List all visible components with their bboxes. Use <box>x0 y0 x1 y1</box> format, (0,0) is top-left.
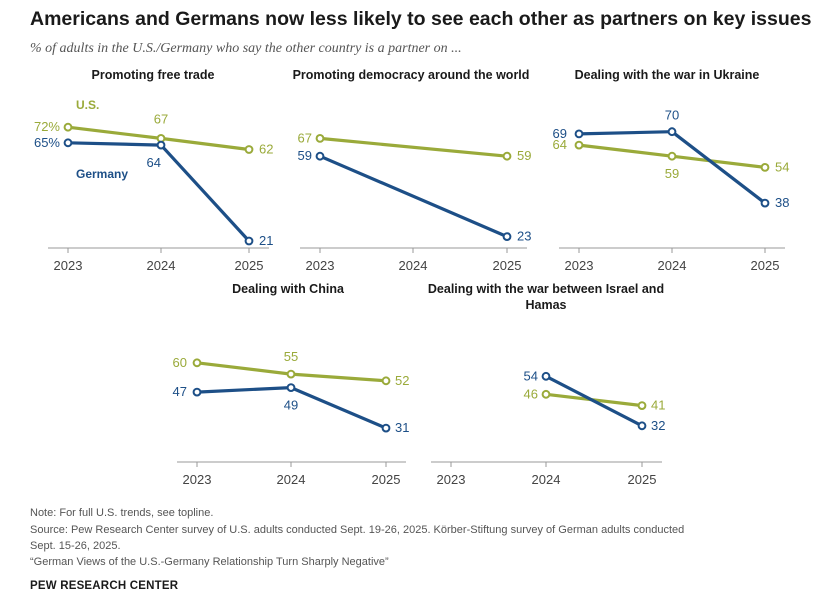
panel-2-tick-label-2025: 2025 <box>493 258 522 273</box>
panel-5-germany-label-2025: 32 <box>651 418 665 433</box>
panel-5-us-point-2025 <box>637 401 647 411</box>
panel-4-us-label-2025: 52 <box>395 373 409 388</box>
panel-3-germany-point-2024 <box>667 127 677 137</box>
panel-2-tick-label-2023: 2023 <box>306 258 335 273</box>
panel-5-us-label-2025: 41 <box>651 398 665 413</box>
panel-3-tick-label-2023: 2023 <box>565 258 594 273</box>
panel-1-germany-point-2023 <box>63 138 73 148</box>
panel-4-germany-point-2024 <box>286 383 296 393</box>
panel-3-us-point-2024 <box>667 151 677 161</box>
panel-1-tick-label-2023: 2023 <box>54 258 83 273</box>
panel-5-germany-label-2024: 54 <box>524 368 538 383</box>
panel-4-title: Dealing with China <box>232 282 345 296</box>
footer-source-line-2: Sept. 15-26, 2025. <box>30 540 121 552</box>
panel-1-germany-point-2024 <box>156 140 166 150</box>
panel-1-title: Promoting free trade <box>92 68 215 82</box>
panel-3-us-label-2025: 54 <box>775 159 789 174</box>
panel-1-us-label-2023: 72% <box>34 119 60 134</box>
panel-3-germany-point-2025 <box>760 198 770 208</box>
panel-3-us-point-2025 <box>760 163 770 172</box>
panel-5-us-label-2024: 46 <box>524 386 538 401</box>
panel-4-germany-label-2024: 49 <box>284 398 298 413</box>
panel-4-germany-label-2025: 31 <box>395 420 409 435</box>
panel-3-tick-label-2025: 2025 <box>751 258 780 273</box>
panel-4-germany-point-2025 <box>381 423 391 433</box>
panel-3-us-label-2024: 59 <box>665 166 679 181</box>
panel-3-tick-label-2024: 2024 <box>658 258 687 273</box>
panel-5-title-line-1: Dealing with the war between Israel and <box>428 282 664 296</box>
footer-note: Note: For full U.S. trends, see topline. <box>30 507 214 519</box>
panel-5-us-point-2024 <box>541 389 551 399</box>
footer-source-line-1: Source: Pew Research Center survey of U.… <box>30 524 685 536</box>
panel-4-us-point-2025 <box>381 376 391 386</box>
panel-1-germany-point-2025 <box>244 236 254 246</box>
panel-2-germany-point-2025 <box>502 232 512 242</box>
legend-germany-label: Germany <box>76 167 128 181</box>
panel-4-us-point-2024 <box>286 369 296 379</box>
panel-5-tick-label-2023: 2023 <box>437 472 466 487</box>
chart-subtitle: % of adults in the U.S./Germany who say … <box>30 41 462 56</box>
panel-5-germany-point-2024 <box>541 371 551 381</box>
panel-3-germany-label-2024: 70 <box>665 108 679 123</box>
panel-4-us-label-2024: 55 <box>284 349 298 364</box>
panel-1-us-label-2024: 67 <box>154 111 168 126</box>
panel-1-tick-label-2025: 2025 <box>235 258 264 273</box>
panel-5-germany-point-2025 <box>637 421 647 431</box>
panel-1-us-point-2025 <box>244 145 254 154</box>
panel-5-title-line-2: Hamas <box>526 298 567 312</box>
panel-2-germany-point-2023 <box>315 151 325 161</box>
panel-3-germany-label-2025: 38 <box>775 195 789 210</box>
panel-2-us-label-2025: 59 <box>517 148 531 163</box>
panel-4-germany-label-2023: 47 <box>173 384 187 399</box>
panel-3-germany-label-2023: 69 <box>553 126 567 141</box>
panel-4-tick-label-2025: 2025 <box>372 472 401 487</box>
chart-title: Americans and Germans now less likely to… <box>30 8 812 30</box>
panel-4-us-point-2023 <box>192 358 202 368</box>
panel-4-germany-point-2023 <box>192 387 202 397</box>
panel-1-germany-label-2023: 65% <box>34 135 60 150</box>
panel-2-us-point-2025 <box>502 151 512 161</box>
panel-1-tick-label-2024: 2024 <box>147 258 176 273</box>
panel-2-germany-line <box>318 154 509 239</box>
brand-label: PEW RESEARCH CENTER <box>30 580 179 592</box>
panel-1-us-point-2023 <box>63 122 73 132</box>
panel-1-us-label-2025: 62 <box>259 142 273 157</box>
panel-5-tick-label-2024: 2024 <box>532 472 561 487</box>
panel-4-us-label-2023: 60 <box>173 355 187 370</box>
legend-us-label: U.S. <box>76 98 99 112</box>
footer-report-title: “German Views of the U.S.-Germany Relati… <box>30 556 389 568</box>
panel-2-us-point-2023 <box>315 134 325 143</box>
panel-3-us-point-2023 <box>574 140 584 150</box>
panel-1-germany-label-2025: 21 <box>259 233 273 248</box>
panel-2-tick-label-2024: 2024 <box>399 258 428 273</box>
panel-4-tick-label-2024: 2024 <box>277 472 306 487</box>
panel-2-germany-label-2023: 59 <box>298 148 312 163</box>
panel-2-germany-label-2025: 23 <box>517 229 531 244</box>
panel-2-title: Promoting democracy around the world <box>293 68 530 82</box>
panel-5-germany-line <box>544 374 644 428</box>
panel-1-germany-label-2024: 64 <box>147 155 161 170</box>
panel-3-germany-point-2023 <box>574 129 584 139</box>
panel-3-title: Dealing with the war in Ukraine <box>575 68 760 82</box>
panel-4-tick-label-2023: 2023 <box>183 472 212 487</box>
panel-5-tick-label-2025: 2025 <box>628 472 657 487</box>
panel-2-us-label-2023: 67 <box>298 130 312 145</box>
panel-2-us-line <box>318 136 509 158</box>
panel-3-us-label-2023: 64 <box>553 137 567 152</box>
